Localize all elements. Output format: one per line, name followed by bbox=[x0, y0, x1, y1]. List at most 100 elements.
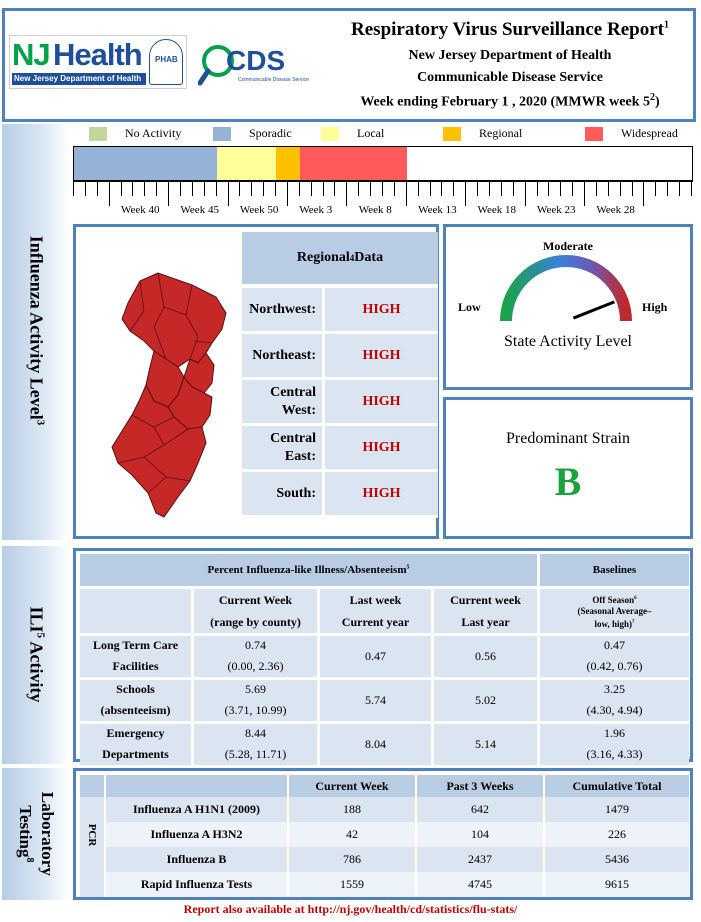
ili-current-value: 5.69 bbox=[194, 677, 320, 699]
ili-last-year-value: 5.14 bbox=[434, 721, 540, 765]
week-label: Week 40 bbox=[121, 204, 160, 216]
legend-swatch bbox=[89, 127, 107, 141]
region-level: HIGH bbox=[325, 288, 438, 331]
lab-test-name: Rapid Influenza Tests bbox=[106, 872, 289, 897]
current-week-header: Current Week (range by county) bbox=[194, 586, 320, 633]
ili-current-value: 0.74 bbox=[194, 633, 320, 655]
baselines-header: Baselines bbox=[540, 554, 689, 586]
ili-row-sub: (absenteeism) (3.71, 10.99) (4.30, 4.94) bbox=[80, 699, 689, 721]
lab-row: Influenza A H3N2 42 104 226 bbox=[80, 822, 689, 847]
ili-off-season-value: 0.47 bbox=[540, 633, 689, 655]
nj-health-logo: NJ Health New Jersey Department of Healt… bbox=[9, 35, 189, 89]
gauge-low-label: Low bbox=[458, 300, 481, 314]
influenza-side-band: Influenza Activity Level3 bbox=[2, 124, 70, 540]
lab-current-week-value: 188 bbox=[289, 797, 417, 822]
ili-off-season-range: (0.42, 0.76) bbox=[540, 655, 689, 677]
lab-past-3-weeks-value: 642 bbox=[417, 797, 545, 822]
lab-current-week-header: Current Week bbox=[289, 775, 417, 797]
gauge-high-label: High bbox=[642, 300, 668, 314]
report-url-footer: Report also available at http://nj.gov/h… bbox=[183, 902, 518, 916]
week-label: Week 3 bbox=[299, 204, 333, 216]
cds-logo: CDS Communicable Disease Service bbox=[197, 41, 309, 91]
regional-row: Northwest: HIGH bbox=[242, 288, 438, 334]
ili-row-name: Schools bbox=[80, 677, 194, 699]
region-level: HIGH bbox=[325, 380, 438, 423]
ili-blank-header bbox=[80, 586, 194, 633]
lab-cumulative-value: 5436 bbox=[545, 847, 689, 872]
week-axis: Week 40 Week 45 Week 50 Week 3 Week 8 Week 13… bbox=[73, 180, 693, 216]
lab-past-3-weeks-header: Past 3 Weeks bbox=[417, 775, 545, 797]
legend-label: Regional bbox=[479, 126, 523, 140]
regional-row: South: HIGH bbox=[242, 472, 438, 518]
lab-testing-panel: Current Week Past 3 Weeks Cumulative Tot… bbox=[73, 768, 693, 900]
regional-row: Central West: HIGH bbox=[242, 380, 438, 426]
ili-title-cell: Percent Influenza-like Illness/Absenteei… bbox=[80, 554, 540, 586]
legend-swatch bbox=[585, 127, 603, 141]
legend-label: Local bbox=[357, 126, 385, 140]
ili-row-sub: Facilities (0.00, 2.36) (0.42, 0.76) bbox=[80, 655, 689, 677]
ili-last-week-value: 8.04 bbox=[320, 721, 434, 765]
ili-row: Schools 5.69 5.74 5.02 3.25 bbox=[80, 677, 689, 721]
state-activity-caption: State Activity Level bbox=[504, 333, 632, 350]
lab-test-name: Influenza A H3N2 bbox=[106, 822, 289, 847]
activity-gauge bbox=[500, 255, 632, 322]
last-week-header: Last week Current year bbox=[320, 586, 434, 633]
week-label: Week 8 bbox=[358, 204, 392, 216]
lab-current-week-value: 42 bbox=[289, 822, 417, 847]
lab-row: Rapid Influenza Tests 1559 4745 9615 bbox=[80, 872, 689, 897]
ili-row-sub: Departments (5.28, 11.71) (3.16, 4.33) bbox=[80, 743, 689, 765]
gauge-needle bbox=[572, 300, 615, 320]
nj-subtitle: New Jersey Department of Health bbox=[12, 73, 146, 85]
lab-current-week-value: 1559 bbox=[289, 872, 417, 897]
ili-row-name: Emergency bbox=[80, 721, 194, 743]
state-activity-gauge-panel: Moderate Low High State Activity Level bbox=[443, 224, 693, 390]
ili-row-name-line2: Departments bbox=[80, 743, 194, 765]
lab-past-3-weeks-value: 4745 bbox=[417, 872, 545, 897]
cds-subtitle: Communicable Disease Service bbox=[238, 77, 309, 83]
lab-cumulative-value: 226 bbox=[545, 822, 689, 847]
legend-swatch bbox=[213, 127, 231, 141]
ili-off-season-value: 1.96 bbox=[540, 721, 689, 743]
timeline-segment bbox=[299, 147, 407, 181]
week-label: Week 28 bbox=[596, 204, 635, 216]
pcr-label: PCR bbox=[80, 797, 106, 872]
lab-past-3-weeks-value: 104 bbox=[417, 822, 545, 847]
legend-label: No Activity bbox=[125, 126, 182, 140]
region-level: HIGH bbox=[325, 472, 438, 515]
region-level: HIGH bbox=[325, 334, 438, 377]
lab-testing-label: Laboratory Testing8 bbox=[16, 791, 57, 876]
week-label: Week 18 bbox=[477, 204, 517, 216]
gauge-moderate-label: Moderate bbox=[543, 239, 593, 253]
timeline-segment bbox=[276, 147, 300, 181]
regional-data-table: Regional 4 Data Northwest: HIGH Northeast: H… bbox=[242, 232, 438, 518]
south-region bbox=[111, 383, 207, 518]
timeline-segment bbox=[74, 147, 217, 181]
region-name: Northwest: bbox=[242, 288, 322, 331]
activity-legend: No Activity Sporadic Local Regional Widespre… bbox=[73, 124, 693, 144]
timeline-segment bbox=[216, 147, 277, 181]
predominant-strain-label: Predominant Strain bbox=[506, 430, 630, 447]
service-line: Communicable Disease Service bbox=[417, 70, 603, 85]
lab-current-week-value: 786 bbox=[289, 847, 417, 872]
region-name: Central West: bbox=[242, 380, 322, 423]
ili-off-season-range: (3.16, 4.33) bbox=[540, 743, 689, 765]
ili-current-range: (5.28, 11.71) bbox=[194, 743, 320, 765]
ili-current-range: (0.00, 2.36) bbox=[194, 655, 320, 677]
ili-panel: Percent Influenza-like Illness/Absenteei… bbox=[73, 548, 693, 765]
ili-side-band: ILI5 Activity bbox=[2, 546, 70, 764]
ili-row-name-line2: Facilities bbox=[80, 655, 194, 677]
nj-letters: NJ bbox=[12, 37, 51, 72]
lab-table: Current Week Past 3 Weeks Cumulative Tot… bbox=[80, 775, 689, 897]
nj-map bbox=[111, 272, 227, 518]
phab-seal-icon: PHAB bbox=[149, 39, 183, 85]
lab-row: PCR Influenza A H1N1 (2009) 188 642 1479 bbox=[80, 797, 689, 872]
ili-last-year-value: 5.02 bbox=[434, 677, 540, 721]
lab-side-band: Laboratory Testing8 bbox=[2, 768, 70, 900]
region-level: HIGH bbox=[325, 426, 438, 469]
report-title: Respiratory Virus Surveillance Report1 bbox=[351, 19, 669, 40]
cds-magnifier-icon bbox=[197, 45, 234, 86]
ili-row-name-line2: (absenteeism) bbox=[80, 699, 194, 721]
report-header: NJ Health New Jersey Department of Healt… bbox=[2, 8, 696, 122]
lab-cumulative-value: 1479 bbox=[545, 797, 689, 822]
week-ending-line: Week ending February 1 , 2020 (MMWR week… bbox=[360, 92, 660, 110]
